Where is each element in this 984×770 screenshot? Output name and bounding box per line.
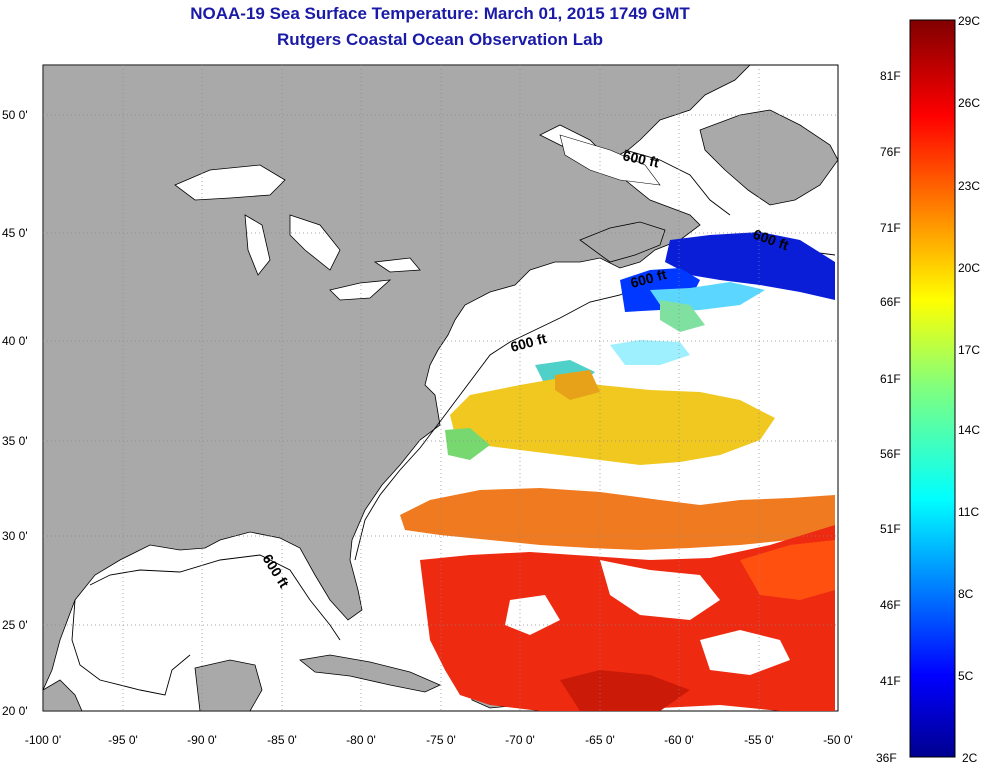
colorbar-celsius-label: 29C xyxy=(958,14,980,28)
colorbar-celsius-label: 26C xyxy=(958,96,980,110)
land-atlantic-canada xyxy=(699,109,838,206)
colorbar-celsius-label: 11C xyxy=(958,505,979,519)
land-yucatan xyxy=(194,659,263,711)
colorbar-celsius-label: 20C xyxy=(958,261,980,275)
lon-tick-label: -85 0' xyxy=(267,733,297,747)
colorbar-fahrenheit-label: 61F xyxy=(880,372,901,386)
colorbar-fahrenheit-label: 71F xyxy=(880,221,901,235)
colorbar-celsius-label: 8C xyxy=(958,587,974,601)
depth-contour xyxy=(354,284,641,561)
great-lakes xyxy=(174,164,421,301)
lat-tick-label: 20 0' xyxy=(2,704,28,718)
lat-tick-label: 45 0' xyxy=(2,226,28,240)
colorbar-celsius-label: 2C xyxy=(962,751,978,765)
colorbar-celsius-label: 5C xyxy=(958,669,974,683)
lon-tick-label: -100 0' xyxy=(25,733,61,747)
lon-tick-label: -95 0' xyxy=(108,733,138,747)
lon-tick-label: -90 0' xyxy=(187,733,217,747)
lat-tick-label: 25 0' xyxy=(2,618,28,632)
longitude-axis: -100 0' -95 0' -90 0' -85 0' -80 0' -75 … xyxy=(25,733,853,747)
lon-tick-label: -80 0' xyxy=(346,733,376,747)
depth-contour xyxy=(89,554,341,641)
land-mexico xyxy=(43,679,83,711)
depth-contour xyxy=(624,149,731,216)
lon-tick-label: -60 0' xyxy=(664,733,694,747)
lon-tick-label: -75 0' xyxy=(426,733,456,747)
colorbar-fahrenheit-label: 56F xyxy=(880,447,901,461)
colorbar-celsius-label: 23C xyxy=(958,179,980,193)
colorbar-gradient xyxy=(909,19,956,758)
colorbar-celsius-label: 14C xyxy=(958,423,980,437)
depth-contour xyxy=(71,599,191,696)
colorbar-fahrenheit-label: 81F xyxy=(880,69,901,83)
colorbar: 29C 26C 23C 20C 17C 14C 11C 8C 5C 2C 81F… xyxy=(876,14,980,765)
lat-tick-label: 50 0' xyxy=(2,108,28,122)
colorbar-fahrenheit-label: 36F xyxy=(876,751,897,765)
land-cuba xyxy=(299,654,441,693)
lat-tick-label: 35 0' xyxy=(2,434,28,448)
colorbar-fahrenheit-label: 41F xyxy=(880,674,901,688)
lon-tick-label: -55 0' xyxy=(744,733,774,747)
lat-lon-grid xyxy=(43,65,838,711)
latitude-axis: 50 0' 45 0' 40 0' 35 0' 30 0' 25 0' 20 0… xyxy=(2,108,28,718)
colorbar-fahrenheit-label: 66F xyxy=(880,295,901,309)
lon-tick-label: -50 0' xyxy=(823,733,853,747)
land-nova-scotia xyxy=(579,221,666,263)
contour-label: 600 ft xyxy=(621,147,660,170)
lon-tick-label: -70 0' xyxy=(505,733,535,747)
land-north-america xyxy=(43,65,751,691)
gulf-st-lawrence xyxy=(559,134,661,186)
sst-data-layer xyxy=(400,232,835,711)
lon-tick-label: -65 0' xyxy=(585,733,615,747)
lat-tick-label: 40 0' xyxy=(2,334,28,348)
lat-tick-label: 30 0' xyxy=(2,529,28,543)
colorbar-fahrenheit-label: 76F xyxy=(880,145,901,159)
colorbar-fahrenheit-label: 46F xyxy=(880,598,901,612)
colorbar-fahrenheit-label: 51F xyxy=(880,522,901,536)
colorbar-celsius-label: 17C xyxy=(958,343,980,357)
map-title: NOAA-19 Sea Surface Temperature: March 0… xyxy=(190,4,690,23)
map-subtitle: Rutgers Coastal Ocean Observation Lab xyxy=(277,30,603,49)
